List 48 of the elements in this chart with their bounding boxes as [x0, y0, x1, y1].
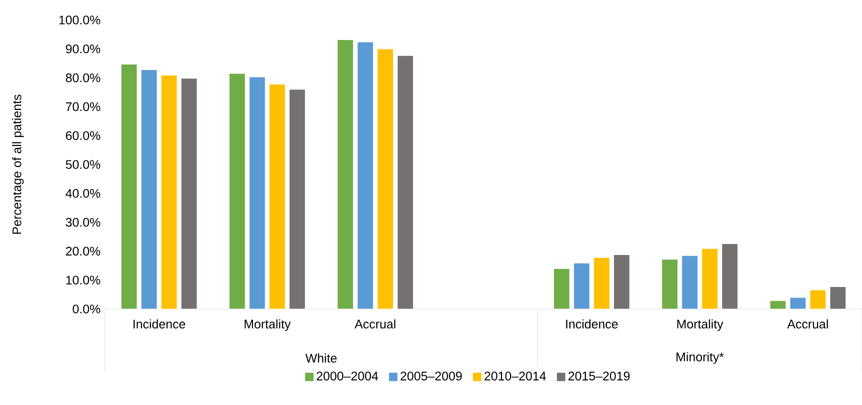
x-tick-label: Incidence	[566, 319, 618, 328]
x-tick-label: Mortality	[677, 319, 724, 331]
bar	[268, 84, 286, 310]
legend-label: 2015–2019	[568, 372, 630, 380]
y-axis-title: Percentage of all patients	[12, 94, 24, 234]
x-tick-label: Incidence	[134, 319, 186, 328]
y-tick-label: 60.0%	[66, 131, 100, 140]
y-tick-label: 50.0%	[66, 160, 100, 169]
bar	[140, 69, 158, 310]
bar	[377, 48, 394, 310]
y-tick-label: 40.0%	[66, 189, 100, 198]
legend-label: 2005–2009	[400, 372, 462, 380]
bar	[337, 39, 354, 310]
x-tick-label: Mortality	[244, 319, 291, 331]
bar	[830, 286, 846, 310]
y-tick-label: 70.0%	[66, 102, 100, 112]
y-tick-label: 10.0%	[66, 276, 100, 285]
bar	[661, 258, 678, 310]
bar	[288, 89, 306, 310]
bar	[790, 297, 806, 310]
y-tick-label: 30.0%	[66, 218, 100, 227]
bar	[573, 262, 590, 310]
y-tick-label: 80.0%	[66, 73, 100, 82]
bar	[553, 268, 570, 310]
legend-label: 2010–2014	[484, 372, 546, 380]
legend-label: 2000–2004	[316, 372, 378, 380]
text: Minority*	[676, 352, 724, 364]
bar	[248, 76, 266, 310]
bar	[180, 78, 198, 310]
y-tick-label: 20.0%	[66, 246, 100, 256]
bar	[357, 42, 374, 310]
bar	[160, 74, 178, 310]
bar	[770, 300, 786, 310]
bar	[397, 55, 414, 310]
bar	[120, 64, 138, 310]
x-tick-label: Accrual	[354, 319, 396, 328]
bar	[701, 248, 718, 310]
bar	[593, 257, 610, 310]
bar	[810, 290, 826, 310]
bar	[228, 73, 246, 310]
bar	[721, 243, 738, 310]
bar	[681, 255, 698, 310]
bar	[613, 254, 630, 310]
y-tick-label: 100.0%	[59, 16, 100, 24]
x-tick-label: Accrual	[787, 319, 828, 328]
text: White	[305, 353, 337, 363]
y-tick-label: 0.0%	[72, 304, 100, 314]
y-tick-label: 90.0%	[66, 44, 100, 54]
